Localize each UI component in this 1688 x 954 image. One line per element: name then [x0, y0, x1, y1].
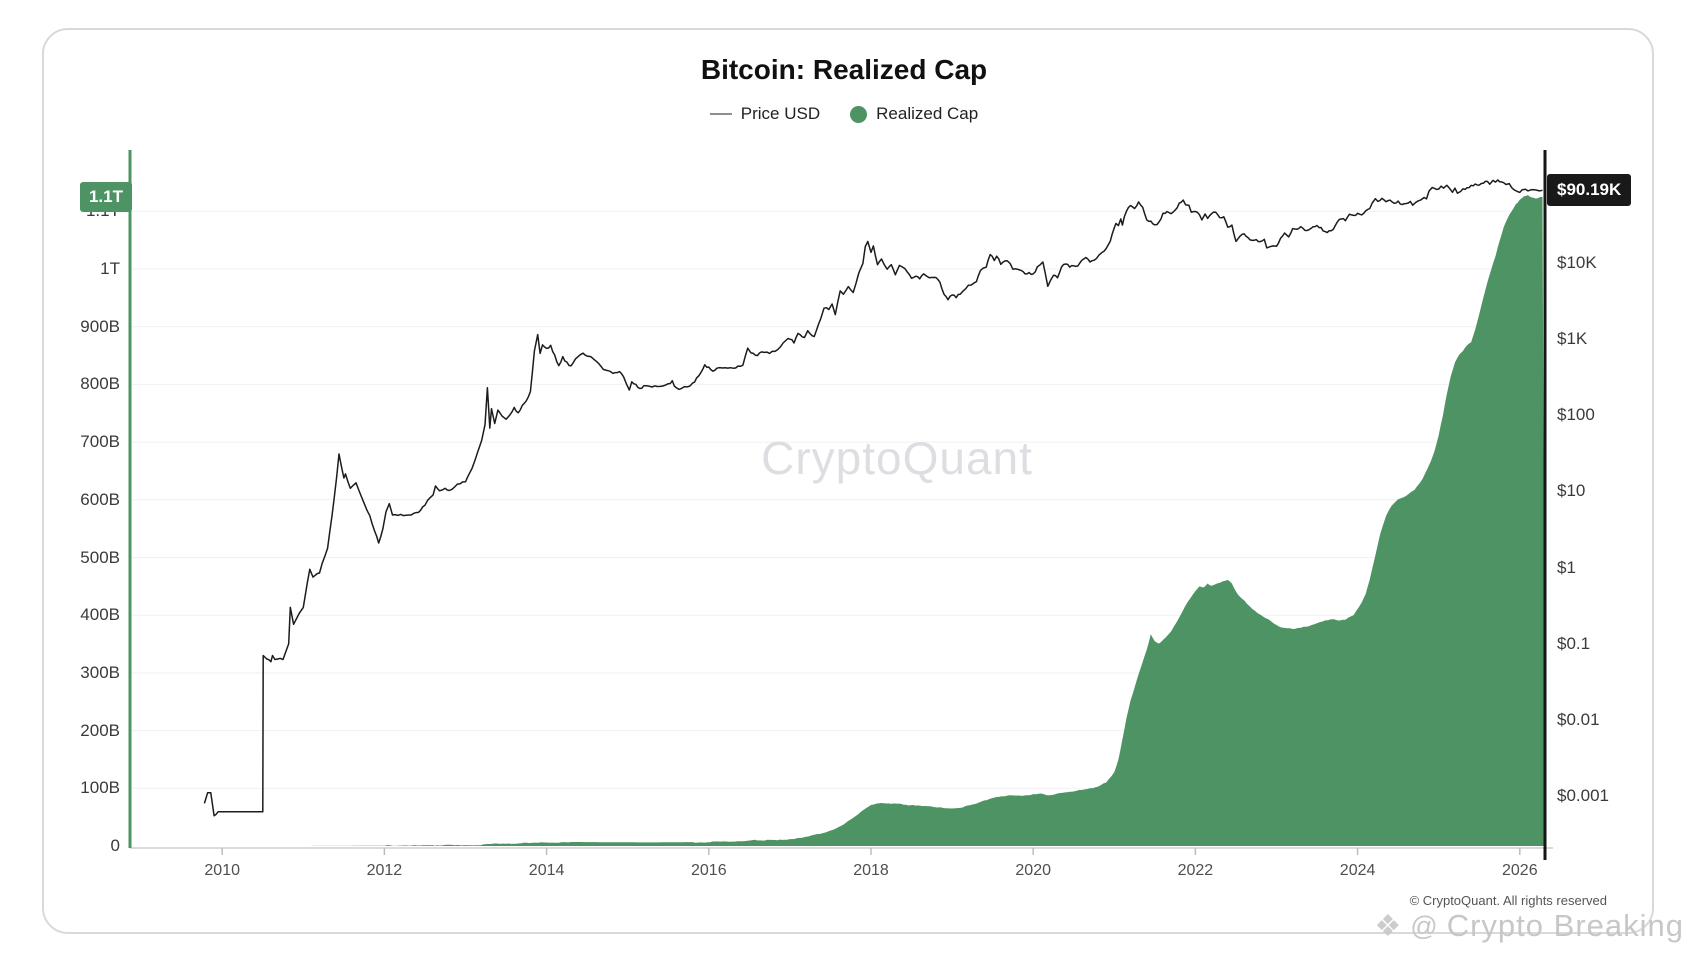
left-axis-tick-label: 1T	[100, 259, 120, 278]
copyright-attribution: © CryptoQuant. All rights reserved	[1409, 893, 1607, 908]
x-axis-tick-label: 2022	[1177, 862, 1214, 879]
right-axis-tick-label: $1K	[1557, 329, 1588, 349]
legend: Price USD Realized Cap	[0, 104, 1688, 124]
left-axis-tick-label: 500B	[80, 547, 120, 567]
right-axis-tick-label: $0.001	[1557, 786, 1609, 805]
legend-label-price: Price USD	[740, 104, 821, 123]
left-axis-tick-label: 200B	[80, 720, 120, 740]
realized-cap-value-badge: 1.1T	[79, 181, 132, 212]
left-axis-tick-label: 400B	[80, 605, 120, 625]
left-axis-tick-label: 900B	[80, 316, 120, 336]
cryptoquant-watermark: CryptoQuant	[761, 432, 1033, 484]
left-axis-tick-label: 100B	[80, 778, 120, 798]
x-axis-tick-label: 2012	[366, 862, 403, 879]
left-axis-tick-label: 0	[110, 836, 120, 855]
left-axis-tick-label: 300B	[80, 662, 120, 682]
dot-marker-icon	[850, 105, 868, 123]
at-icon: @	[1410, 910, 1439, 941]
diamond-logo-icon: ❖	[1374, 909, 1403, 943]
line-marker-icon	[709, 112, 732, 116]
left-axis-tick-label: 800B	[80, 374, 120, 394]
right-axis-tick-label: $10	[1557, 481, 1586, 501]
right-axis-tick-label: $100	[1557, 405, 1595, 425]
crypto-breaking-watermark: ❖ @ Crypto Breaking	[1374, 908, 1684, 944]
chart-title: Bitcoin: Realized Cap	[700, 54, 988, 85]
legend-item-realized-cap[interactable]: Realized Cap	[850, 104, 978, 124]
right-axis-tick-label: $0.1	[1557, 633, 1591, 653]
left-axis-tick-label: 600B	[80, 489, 120, 509]
x-axis-tick-label: 2014	[528, 862, 565, 879]
x-axis-tick-label: 2020	[1015, 862, 1051, 879]
price-value-badge: $90.19K	[1547, 174, 1632, 207]
legend-item-price[interactable]: Price USD	[709, 104, 821, 124]
x-axis-tick-label: 2026	[1502, 862, 1538, 879]
x-axis-tick-label: 2018	[853, 862, 889, 879]
x-axis-tick-label: 2010	[204, 862, 240, 879]
right-axis-tick-label: $1	[1557, 557, 1576, 577]
right-axis-tick-label: $0.01	[1557, 709, 1600, 729]
legend-label-realized-cap: Realized Cap	[876, 104, 979, 123]
crypto-breaking-label: Crypto Breaking	[1446, 908, 1684, 943]
right-axis-tick-label: $10K	[1557, 253, 1597, 273]
left-axis-tick-label: 700B	[80, 432, 120, 452]
x-axis-tick-label: 2016	[691, 862, 727, 879]
x-axis-tick-label: 2024	[1339, 862, 1376, 879]
